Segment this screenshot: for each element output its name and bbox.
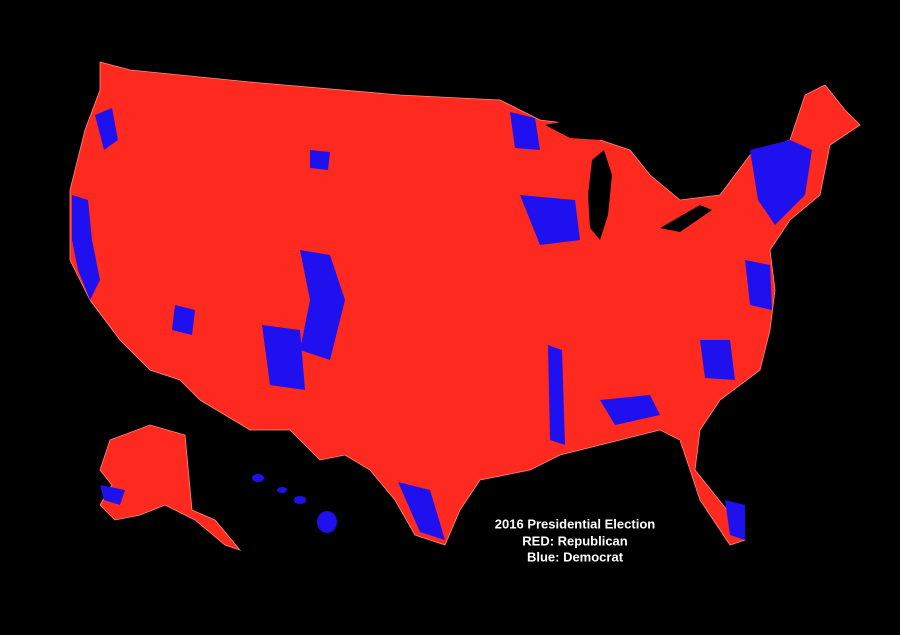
mainland [69, 61, 861, 546]
legend-entry: RED: Republican [522, 533, 628, 548]
county-cluster [510, 112, 540, 150]
county-cluster [745, 260, 772, 310]
county-cluster [262, 325, 305, 390]
county-cluster [398, 482, 445, 540]
county-cluster [600, 395, 660, 425]
county-cluster [725, 500, 745, 540]
county-cluster [700, 340, 735, 380]
county-cluster [520, 195, 580, 245]
lake-erie [660, 205, 712, 232]
island [252, 474, 264, 482]
legend-entry: Blue: Democrat [527, 549, 624, 564]
county-cluster [95, 108, 118, 150]
county-cluster [548, 345, 565, 445]
county-cluster [72, 195, 100, 300]
lake-superior [545, 118, 615, 140]
democrat-counties [72, 108, 812, 540]
county-cluster [172, 305, 195, 335]
lake-michigan [588, 150, 612, 240]
county-cluster [300, 250, 345, 360]
hawaii [252, 474, 337, 533]
island [317, 511, 337, 533]
county-cluster [310, 150, 330, 170]
county-cluster [750, 140, 812, 225]
map-title: 2016 Presidential Election [495, 516, 655, 531]
island [294, 496, 306, 504]
county-cluster [100, 485, 125, 505]
alaska [99, 424, 242, 551]
island [277, 487, 287, 493]
